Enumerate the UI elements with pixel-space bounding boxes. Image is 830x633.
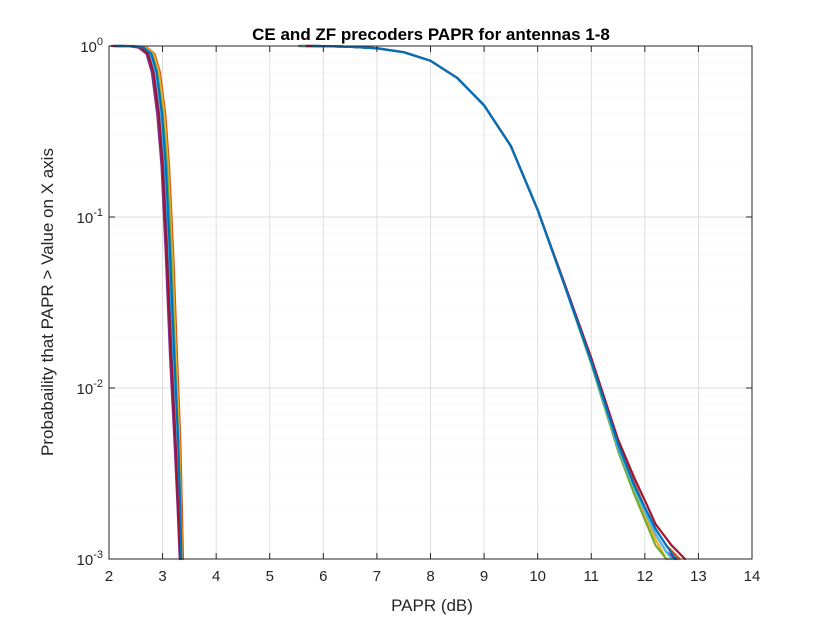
y-tick-label: 10-2 — [77, 378, 103, 398]
x-tick-label: 14 — [744, 568, 761, 585]
y-tick-label-base: 10 — [80, 39, 97, 56]
x-tick-label: 11 — [583, 568, 599, 585]
y-axis-label: Probabaility that PAPR > Value on X axis — [38, 148, 57, 456]
y-tick-label-exponent: 0 — [97, 36, 103, 48]
series-lines — [110, 44, 687, 561]
x-tick-label: 9 — [480, 568, 488, 585]
y-tick-label: 10-3 — [77, 549, 103, 569]
y-tick-label-base: 10 — [77, 381, 94, 398]
y-tick-label-exponent: -1 — [93, 207, 103, 219]
y-tick-label-base: 10 — [77, 210, 94, 227]
x-tick-label: 3 — [158, 568, 166, 585]
y-tick-label: 10-1 — [77, 207, 103, 227]
x-tick-label: 5 — [266, 568, 274, 585]
chart-title: CE and ZF precoders PAPR for antennas 1-… — [252, 25, 610, 44]
y-tick-label: 100 — [80, 36, 103, 56]
y-tick-label-exponent: -3 — [93, 549, 103, 561]
x-tick-label: 12 — [636, 568, 653, 585]
x-tick-label: 13 — [690, 568, 707, 585]
x-axis-ticks: 2 3 4 5 6 7 8 9 10 11 12 13 14 — [105, 46, 761, 585]
x-tick-label: 8 — [426, 568, 434, 585]
y-tick-label-base: 10 — [77, 552, 94, 569]
x-tick-label: 7 — [373, 568, 381, 585]
x-tick-label: 2 — [105, 568, 113, 585]
x-tick-label: 10 — [529, 568, 546, 585]
series-line-zf-precoder-antenna-8 — [311, 44, 678, 561]
x-axis-label: PAPR (dB) — [391, 596, 473, 615]
series-line-ce-precoder-antenna-8 — [115, 44, 183, 561]
x-tick-label: 6 — [319, 568, 327, 585]
y-tick-label-exponent: -2 — [93, 378, 103, 390]
x-tick-label: 4 — [212, 568, 220, 585]
